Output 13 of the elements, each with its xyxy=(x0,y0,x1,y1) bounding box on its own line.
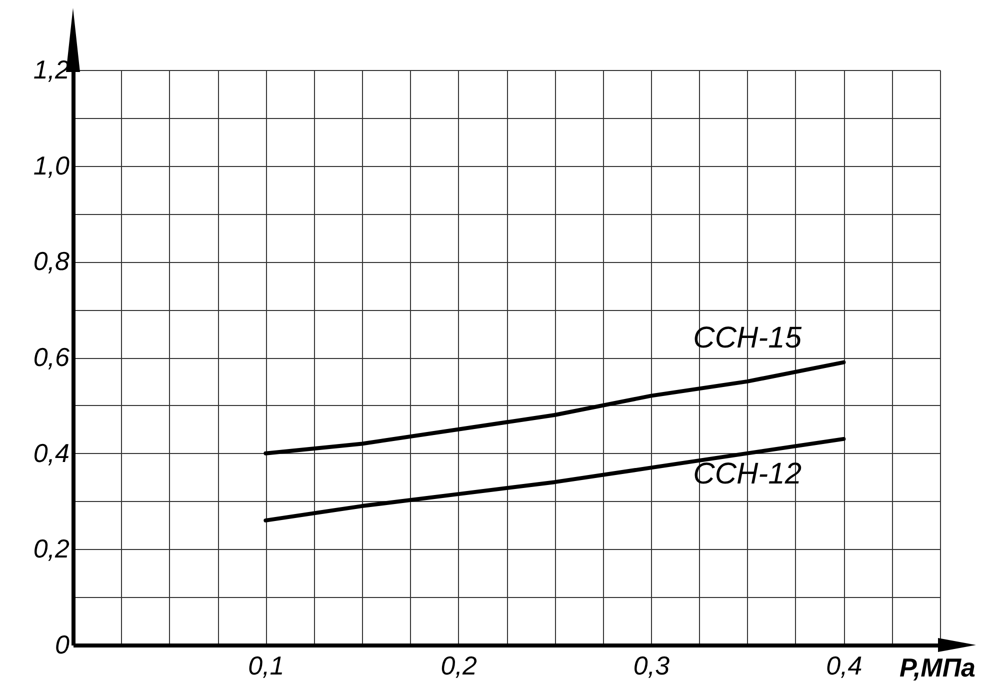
x-tick-label: 0,4 xyxy=(826,650,862,680)
x-axis-title: P,МПа xyxy=(899,652,976,682)
x-tick-label: 0,2 xyxy=(440,650,478,680)
y-tick-label: 0,8 xyxy=(33,246,70,276)
y-tick-label: 0,4 xyxy=(33,438,70,468)
x-tick-label: 0,1 xyxy=(248,650,284,680)
line-series xyxy=(264,360,846,456)
y-tick-label: 0 xyxy=(55,630,70,660)
x-tick-label: 0,3 xyxy=(633,650,670,680)
y-tick-label: 0,6 xyxy=(33,342,70,372)
y-tick-label: 1,0 xyxy=(33,150,70,180)
y-tick-label: 0,2 xyxy=(33,534,70,564)
line-series xyxy=(264,436,846,522)
